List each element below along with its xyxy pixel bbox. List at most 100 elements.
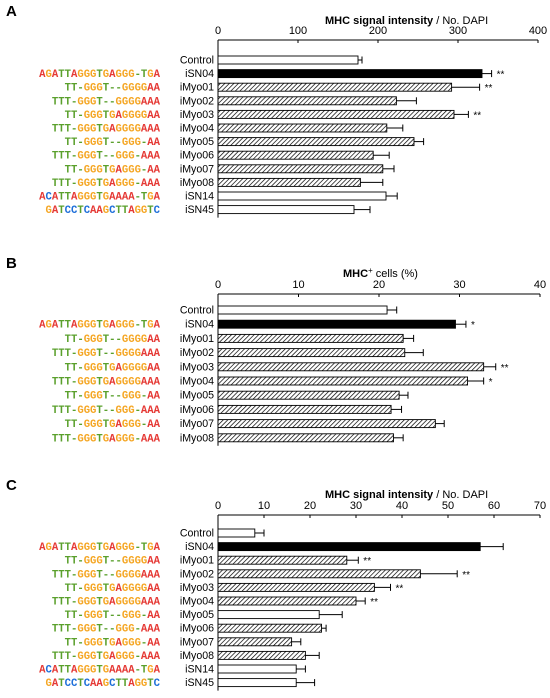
x-tick-label: 400 xyxy=(529,25,547,37)
bar xyxy=(217,637,293,647)
x-tick-label: 0 xyxy=(215,25,221,37)
category-label: iSN14 xyxy=(185,191,214,203)
sequence-label: TTT-GGGTGAGGG-AAA xyxy=(52,178,161,190)
significance-mark: ** xyxy=(473,110,481,121)
category-label: iMyo04 xyxy=(180,376,214,388)
significance-mark: ** xyxy=(497,70,505,81)
x-tick-label: 30 xyxy=(453,279,465,291)
bar xyxy=(217,555,348,565)
significance-mark: ** xyxy=(370,597,378,608)
bar xyxy=(217,191,387,201)
category-label: iSN04 xyxy=(185,541,214,553)
sequence-label: TT-GGGT--GGG-AA xyxy=(65,137,161,149)
category-label: iSN04 xyxy=(185,68,214,80)
bar xyxy=(217,305,388,315)
category-label: iMyo03 xyxy=(180,361,214,373)
panel-letter: B xyxy=(6,255,17,272)
significance-mark: * xyxy=(471,320,475,331)
bar xyxy=(217,582,375,592)
bar xyxy=(217,433,394,443)
bar xyxy=(217,164,384,174)
significance-mark: ** xyxy=(396,583,404,594)
panel-A: A MHC signal intensity / No. DAPI 0 100 200 3… xyxy=(6,3,547,218)
category-label: iMyo07 xyxy=(180,418,214,430)
sequence-label: TTT-GGGTGAGGGGAAA xyxy=(52,597,161,609)
category-label: iMyo07 xyxy=(180,636,214,648)
sequence-label: TT-GGGT--GGGGAA xyxy=(65,556,161,568)
sequence-label: TT-GGGTGAGGG-AA xyxy=(65,637,161,649)
category-label: iMyo06 xyxy=(180,150,214,162)
bar xyxy=(217,333,404,343)
sequence-label: AGATTAGGGTGAGGG-TGA xyxy=(39,69,160,81)
bar xyxy=(217,542,481,552)
sequence-label: AGATTAGGGTGAGGG-TGA xyxy=(39,320,160,332)
category-label: iMyo06 xyxy=(180,623,214,635)
x-tick-label: 40 xyxy=(396,500,408,512)
bar xyxy=(217,623,322,633)
sequence-label: TT-GGGT--GGG-AA xyxy=(65,391,161,403)
sequence-label: TT-GGGT--GGGGAA xyxy=(65,334,161,346)
x-tick-label: 100 xyxy=(289,25,307,37)
bar xyxy=(217,596,357,606)
bar xyxy=(217,96,397,106)
sequence-label: TT-GGGT--GGGGAA xyxy=(65,83,161,95)
sequence-label: TTT-GGGTGAGGG-AAA xyxy=(52,651,161,663)
category-label: iMyo08 xyxy=(180,432,214,444)
category-label: iMyo02 xyxy=(180,568,214,580)
category-label: Control xyxy=(180,55,214,67)
axis-title-sup: + xyxy=(368,266,373,275)
category-label: Control xyxy=(180,305,214,317)
category-label: iSN45 xyxy=(185,677,214,689)
panel-B: B MHC+ cells (%) 0 10 20 30 40 Control iSN04 AGAT… xyxy=(6,255,546,446)
x-tick-label: 20 xyxy=(304,500,316,512)
sequence-label: TT-GGGTGAGGGGAA xyxy=(65,362,161,374)
bar xyxy=(217,362,485,372)
category-label: iMyo01 xyxy=(180,333,214,345)
sequence-label: TT-GGGTGAGGGGAA xyxy=(65,110,161,122)
sequence-label: TTT-GGGT--GGG-AAA xyxy=(52,624,161,636)
bar xyxy=(217,150,374,160)
category-label: iMyo03 xyxy=(180,582,214,594)
x-tick-label: 10 xyxy=(292,279,304,291)
panel-letter: A xyxy=(6,3,17,20)
category-label: iSN04 xyxy=(185,319,214,331)
bar xyxy=(217,69,483,79)
category-label: iSN14 xyxy=(185,664,214,676)
category-label: iMyo08 xyxy=(180,177,214,189)
bar xyxy=(217,205,355,215)
bar xyxy=(217,419,436,429)
category-label: iSN45 xyxy=(185,204,214,216)
sequence-label: TT-GGGTGAGGG-AA xyxy=(65,419,161,431)
category-label: iMyo02 xyxy=(180,347,214,359)
x-tick-label: 200 xyxy=(369,25,387,37)
significance-mark: ** xyxy=(363,556,371,567)
x-tick-label: 70 xyxy=(534,500,546,512)
sequence-label: TT-GGGTGAGGG-AA xyxy=(65,164,161,176)
x-tick-label: 0 xyxy=(215,279,221,291)
bar xyxy=(217,678,297,688)
significance-mark: ** xyxy=(462,570,470,581)
sequence-label: TT-GGGTGAGGGGAA xyxy=(65,583,161,595)
category-label: iMyo06 xyxy=(180,404,214,416)
bar xyxy=(217,82,453,92)
x-tick-label: 30 xyxy=(350,500,362,512)
category-label: iMyo01 xyxy=(180,82,214,94)
category-label: iMyo02 xyxy=(180,95,214,107)
sequence-label: ACATTAGGGTGAAAA-TGA xyxy=(39,192,160,204)
bar xyxy=(217,404,392,414)
axis-title-rest: / No. DAPI xyxy=(433,15,488,27)
bar xyxy=(217,390,400,400)
category-label: iMyo05 xyxy=(180,390,214,402)
axis-title-rest: / No. DAPI xyxy=(433,489,488,501)
bar xyxy=(217,123,388,133)
category-label: iMyo05 xyxy=(180,136,214,148)
axis-title-bold: MHC xyxy=(343,268,368,280)
sequence-label: TTT-GGGT--GGGGAAA xyxy=(52,96,161,108)
category-label: iMyo04 xyxy=(180,596,214,608)
axis-title-rest: cells (%) xyxy=(373,268,418,280)
bar xyxy=(217,664,297,674)
sequence-label: TT-GGGT--GGG-AA xyxy=(65,610,161,622)
sequence-label: TTT-GGGTGAGGGGAAA xyxy=(52,124,161,136)
category-label: iMyo08 xyxy=(180,650,214,662)
